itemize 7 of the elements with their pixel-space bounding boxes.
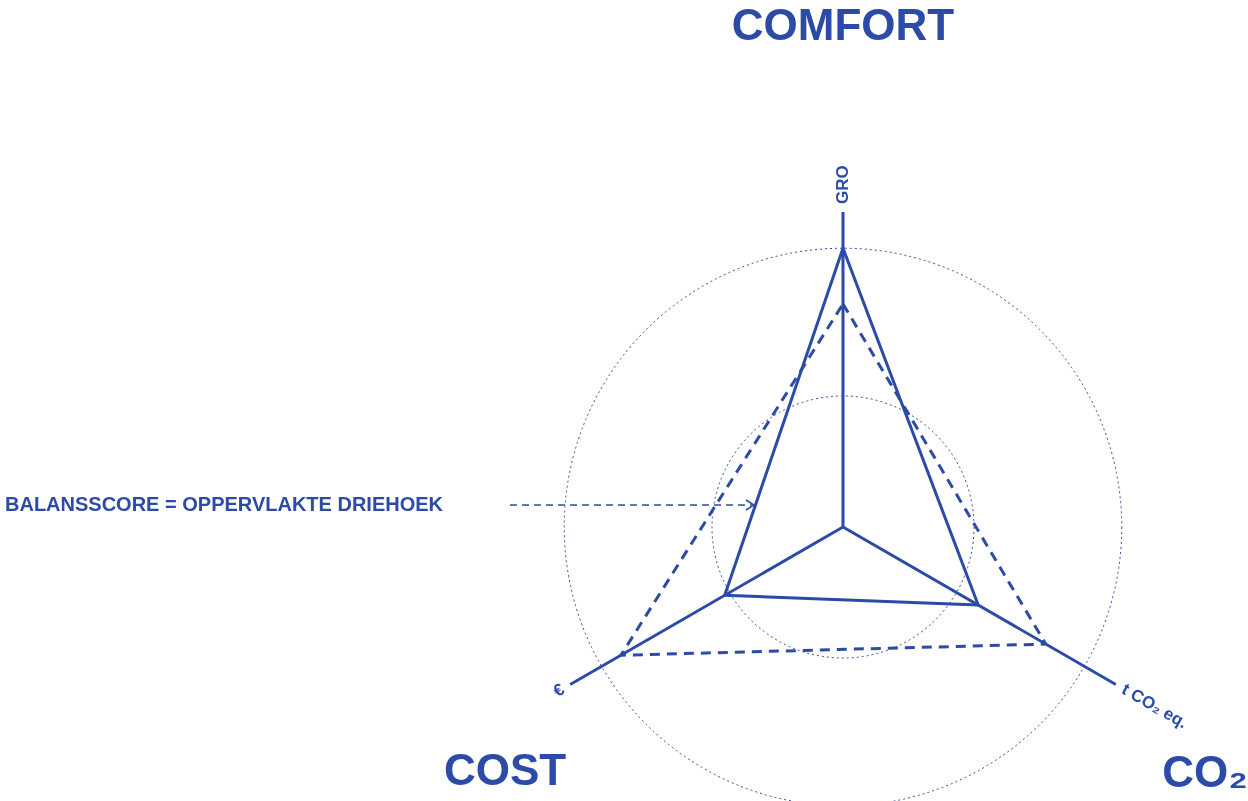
- text: COMFORT: [731, 0, 955, 50]
- spoke-label: €: [549, 679, 569, 701]
- spoke-label: GRO: [832, 165, 852, 204]
- text: BALANSSCORE = OPPERVLAKTE DRIEHOEK: [5, 493, 444, 516]
- text: CO₂: [1162, 747, 1248, 797]
- text: COST: [443, 745, 567, 795]
- spoke-label: t CO₂ eq.: [1118, 679, 1191, 733]
